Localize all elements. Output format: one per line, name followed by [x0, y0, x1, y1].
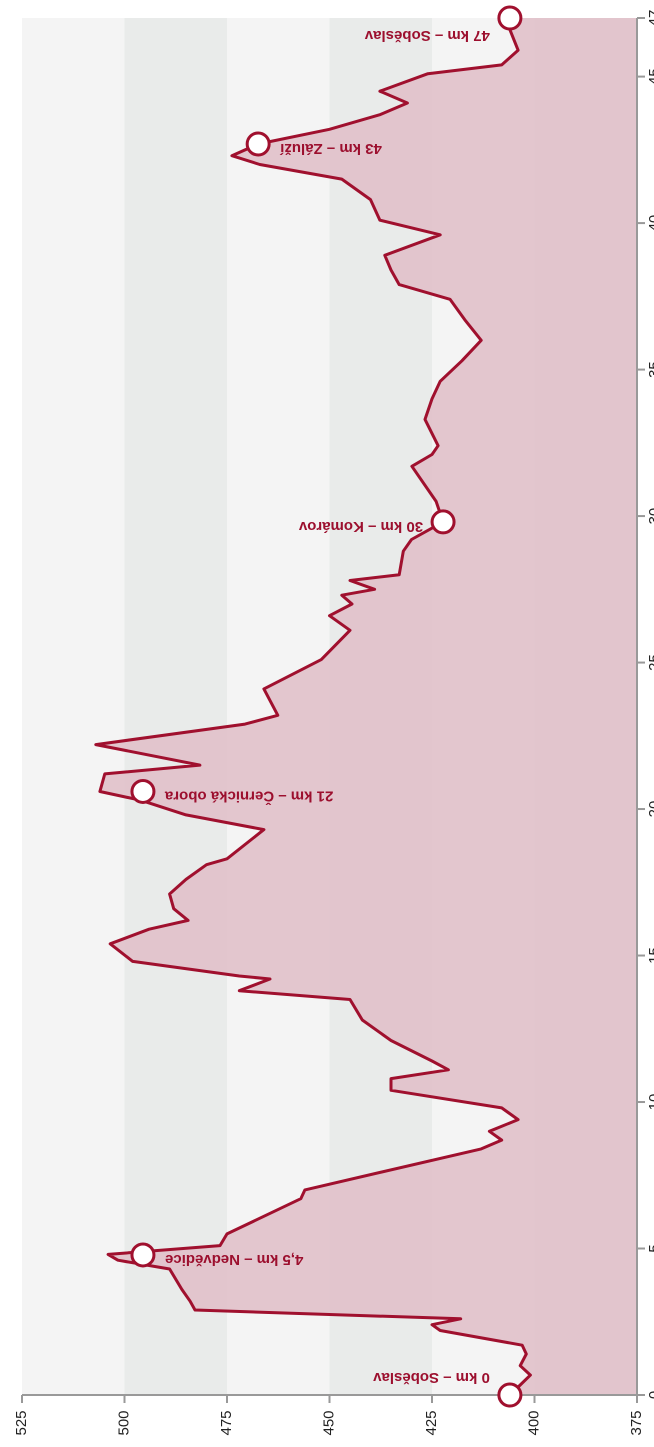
x-tick-label: 47: [646, 10, 654, 27]
band: [124, 18, 227, 1395]
y-tick-label: 400: [525, 1410, 542, 1435]
annotation-point: [130, 1242, 156, 1268]
line: [94, 17, 532, 1397]
annotation-label: 21 km – Černická obora: [164, 787, 333, 805]
y-tick-label: 425: [423, 1410, 440, 1435]
x-tick-label: 35: [646, 361, 654, 378]
y-tick-label: 450: [320, 1410, 337, 1435]
annotation-point: [245, 131, 271, 157]
x-tick-label: 0: [646, 1391, 654, 1399]
band: [22, 18, 125, 1395]
y-tick-label: 375: [628, 1410, 645, 1435]
annotation-point: [130, 778, 156, 804]
x-tick-label: 5: [646, 1244, 654, 1252]
area: [95, 18, 638, 1395]
annotation-label: 30 km – Komárov: [298, 518, 423, 535]
y-tick-label: 525: [13, 1410, 30, 1435]
annotation-label: 4,5 km – Nedvědice: [165, 1251, 303, 1268]
x-tick-label: 25: [646, 654, 654, 671]
x-tick-label: 15: [646, 947, 654, 964]
x-tick-label: 40: [646, 215, 654, 232]
annotation-label: 47 km – Soběslav: [364, 27, 490, 44]
y-tick-label: 475: [218, 1410, 235, 1435]
y-tick-label: 500: [115, 1410, 132, 1435]
annotation-point: [497, 1382, 523, 1408]
annotation-point: [497, 5, 523, 31]
x-tick-label: 20: [646, 801, 654, 818]
x-tick-label: 10: [646, 1094, 654, 1111]
x-tick-label: 30: [646, 508, 654, 525]
annotation-label: 0 km – Soběslav: [373, 1369, 490, 1386]
annotation-label: 43 km – Záluží: [279, 140, 382, 157]
x-tick-label: 45: [646, 68, 654, 85]
annotation-point: [430, 509, 456, 535]
